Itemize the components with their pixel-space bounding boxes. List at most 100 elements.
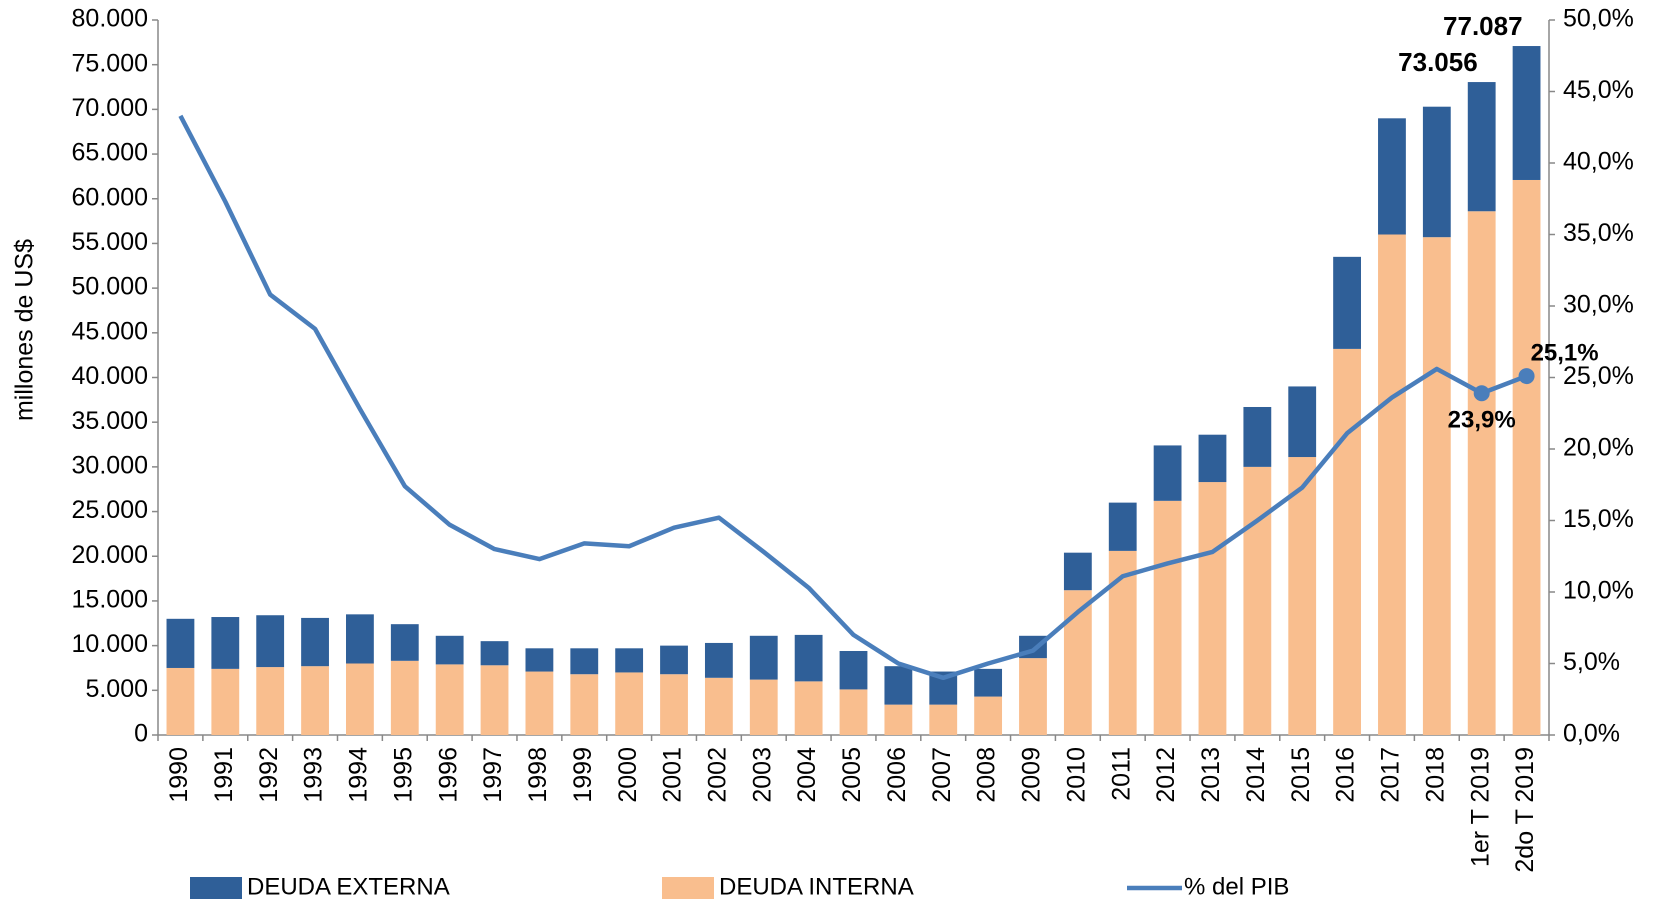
y-axis-label: millones de US$ [11,239,39,421]
total-label: 73.056 [1398,47,1478,77]
data-label: 23,9% [1448,407,1516,434]
bar [615,648,644,673]
bar [1422,106,1451,238]
y2-tick-label: 20,0% [1563,434,1634,462]
x-tick-label: 2000 [614,747,642,803]
x-tick-label: 1996 [434,747,462,803]
x-tick-label: 1995 [389,747,417,803]
x-tick-label: 1997 [479,747,507,803]
x-tick-label: 2004 [793,747,821,803]
bar [1108,502,1137,551]
y2-tick-label: 35,0% [1563,219,1634,247]
bar [974,696,1003,735]
y2-tick-label: 25,0% [1563,362,1634,390]
bar [570,674,599,735]
bar [346,614,374,664]
legend-label: DEUDA EXTERNA [247,873,450,900]
bar [1333,256,1361,349]
bar [435,635,464,665]
x-tick-label: 1993 [300,747,328,803]
line [178,114,1528,681]
bar [1512,46,1541,180]
bar [570,648,599,675]
x-tick-label: 2012 [1152,747,1180,803]
y-tick-label: 15.000 [72,586,148,614]
y-tick-label: 45.000 [72,317,148,345]
y-tick-label: 25.000 [72,496,148,524]
y-tick-label: 50.000 [72,273,148,301]
bar [749,635,778,680]
bar [1243,466,1272,735]
bar [1243,406,1272,467]
x-tick-label: 1991 [210,747,238,803]
y-tick-label: 35.000 [72,407,148,435]
bar [1019,658,1047,735]
legend-label: % del PIB [1184,873,1289,900]
bar [1378,118,1406,235]
y-tick-label: 65.000 [72,139,148,167]
bar [1198,434,1227,483]
bar [884,666,913,705]
bar [390,660,419,735]
bar [1288,457,1317,735]
bar [1153,500,1182,735]
y-tick-label: 20.000 [72,541,148,569]
y-tick-label: 30.000 [72,451,148,479]
line-marker [1473,385,1490,402]
bar [974,668,1003,697]
y2-tick-label: 15,0% [1563,505,1634,533]
bar [615,672,644,735]
y2-tick-label: 40,0% [1563,148,1634,176]
bar [166,618,195,668]
x-tick-label: 2001 [659,747,687,803]
y-tick-label: 55.000 [72,228,148,256]
bar [704,642,733,678]
bar [435,664,464,735]
bar [794,634,823,682]
bar [256,667,285,735]
y-tick-label: 40.000 [72,362,148,390]
x-tick-label: 1990 [165,747,193,803]
bar [884,704,913,735]
bar [480,665,509,735]
bar [1378,234,1406,735]
x-tick-label: 2014 [1242,747,1270,803]
x-tick-label: 2013 [1197,747,1225,803]
y2-tick-label: 45,0% [1563,76,1634,104]
bar [704,677,733,735]
x-tick-label: 1999 [569,747,597,803]
bar [1198,482,1227,735]
bar [525,671,554,735]
y2-tick-label: 10,0% [1563,577,1634,605]
bar [839,689,868,735]
bar [749,679,778,735]
x-tick-label: 2009 [1018,747,1046,803]
x-tick-label: 1994 [345,747,373,803]
y-tick-label: 0 [134,720,148,748]
bar [1467,82,1496,212]
bar [301,666,329,735]
bar [1512,179,1541,735]
y2-tick-label: 5,0% [1563,648,1620,676]
bar [660,645,688,675]
bar [1288,386,1317,458]
x-tick-label: 2005 [838,747,866,803]
legend-swatch [190,877,242,899]
bar [1467,211,1496,735]
bar [1063,552,1092,591]
legend-label: DEUDA INTERNA [719,873,914,900]
x-tick-label: 2007 [928,747,956,803]
bar [794,681,823,735]
bar [1333,348,1361,735]
x-tick-label: 2002 [703,747,731,803]
bar [839,650,868,690]
bar [929,704,958,735]
data-label: 25,1% [1531,339,1599,366]
x-tick-label: 2018 [1421,747,1449,803]
x-tick-label: 1998 [524,747,552,803]
bar [1422,237,1451,735]
bar [660,674,688,735]
x-tick-label: 2017 [1377,747,1405,803]
